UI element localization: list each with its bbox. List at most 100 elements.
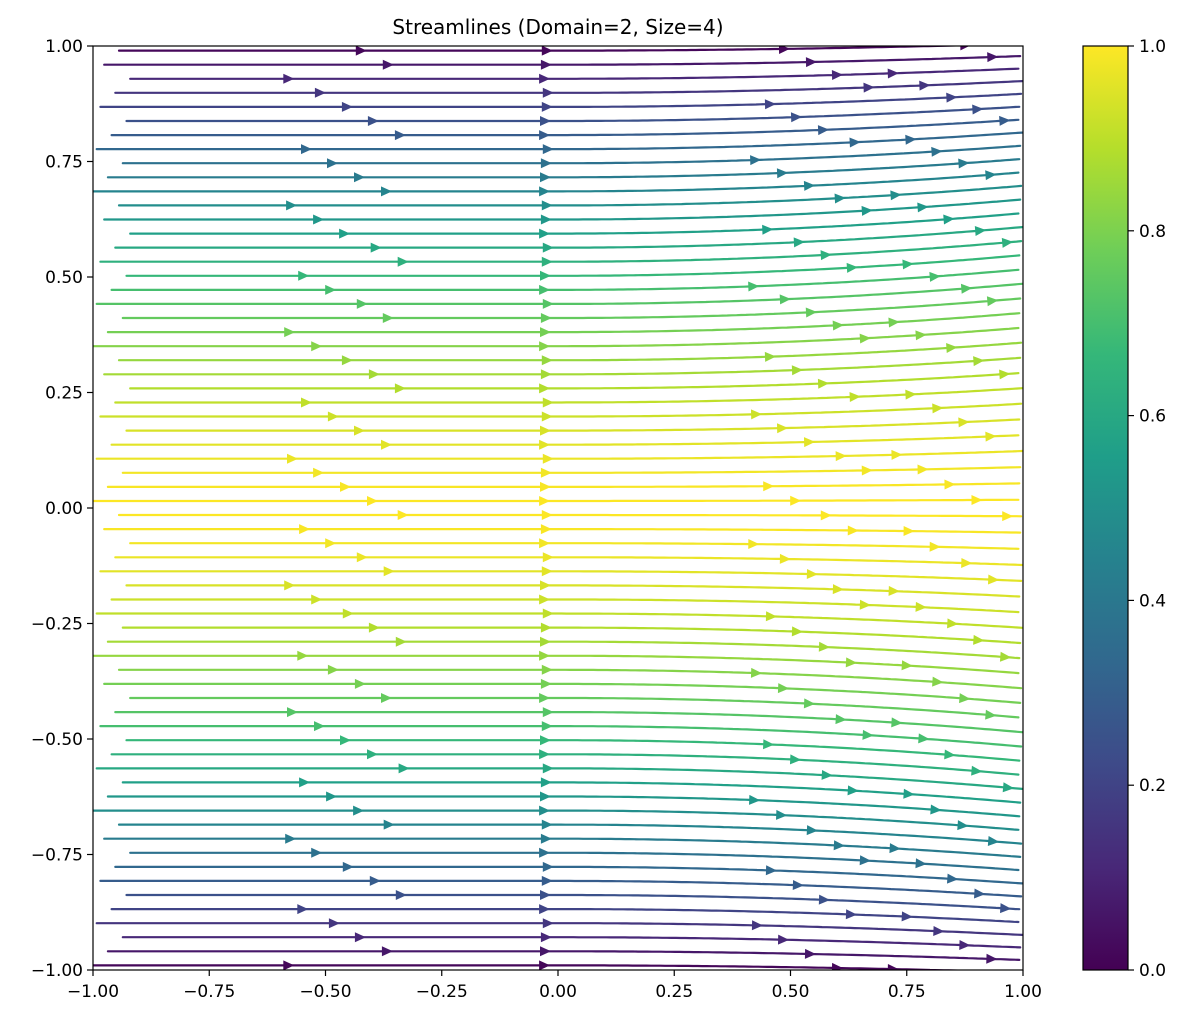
x-axis: −1.00 −0.75 −0.50 −0.25 0.00 0.25 0.50 0.75 1.00 — [67, 970, 1042, 1002]
stream-arrow — [833, 840, 845, 851]
plot-frame — [92, 45, 1024, 971]
stream-arrow — [540, 524, 552, 535]
stream-arrow — [354, 678, 366, 689]
stream-arrow — [803, 437, 816, 448]
stream-arrow — [397, 256, 409, 267]
stream-arrow — [541, 875, 553, 886]
stream-arrow — [932, 403, 944, 414]
stream-arrow — [750, 667, 763, 678]
streamline — [117, 46, 975, 52]
stream-arrow — [792, 880, 804, 891]
stream-arrow — [960, 46, 972, 51]
stream-arrow — [311, 341, 323, 352]
stream-arrow — [540, 172, 551, 183]
stream-arrow — [905, 134, 917, 145]
stream-arrow — [986, 953, 998, 964]
stream-arrow — [890, 190, 902, 201]
stream-arrow — [765, 611, 777, 622]
stream-arrow — [311, 594, 323, 605]
stream-arrow — [539, 73, 551, 84]
streamline — [114, 865, 1023, 885]
streamline — [114, 556, 1023, 567]
stream-arrow — [929, 541, 941, 552]
stream-arrow — [887, 963, 899, 970]
stream-arrow — [541, 46, 553, 56]
stream-arrow — [973, 356, 985, 367]
stream-arrow — [972, 104, 984, 115]
stream-arrow — [541, 664, 553, 675]
streamline — [99, 879, 1023, 898]
colorbar — [1082, 45, 1129, 971]
stream-arrow — [778, 46, 790, 54]
stream-arrow — [987, 836, 1000, 847]
streamline — [110, 753, 1020, 776]
stream-arrow — [542, 144, 554, 155]
stream-arrow — [958, 417, 970, 428]
y-tick-label: 0.00 — [45, 499, 83, 519]
stream-arrow — [889, 843, 901, 854]
stream-arrow — [398, 763, 410, 774]
streamline — [117, 184, 1023, 207]
stream-arrow — [340, 735, 351, 746]
stream-arrow — [540, 777, 552, 788]
streamline — [93, 498, 1020, 503]
stream-arrow — [750, 409, 763, 420]
streamline — [117, 823, 1023, 845]
streamline — [103, 528, 1022, 534]
stream-arrow — [917, 202, 929, 213]
stream-arrow — [540, 678, 552, 689]
stream-arrow — [540, 158, 552, 169]
stream-arrow — [763, 481, 775, 492]
stream-arrow — [355, 46, 367, 56]
stream-arrow — [862, 729, 874, 740]
stream-arrow — [846, 262, 858, 273]
stream-arrow — [999, 651, 1012, 662]
stream-arrow — [539, 960, 551, 970]
y-tick-label: −0.25 — [31, 615, 83, 635]
stream-arrow — [803, 698, 816, 709]
stream-arrow — [542, 918, 554, 929]
stream-arrow — [929, 271, 941, 282]
x-tick-label: 0.25 — [655, 982, 693, 1002]
stream-arrow — [791, 626, 803, 637]
streamline — [106, 158, 1021, 179]
stream-arrow — [986, 296, 999, 307]
stream-arrow — [381, 693, 392, 703]
stream-arrows-layer — [283, 46, 1015, 970]
stream-arrow — [341, 355, 353, 366]
colorbar-tick-label: 0.4 — [1139, 591, 1166, 611]
stream-arrow — [974, 226, 987, 236]
x-tick-label: −0.75 — [183, 982, 235, 1002]
stream-arrow — [540, 833, 552, 844]
stream-arrow — [541, 200, 553, 211]
streamline — [117, 341, 1023, 362]
stream-arrow — [539, 847, 551, 858]
stream-arrow — [834, 193, 846, 204]
stream-arrow — [542, 242, 554, 253]
stream-arrow — [777, 683, 790, 694]
streamline — [103, 55, 1022, 66]
stream-arrow — [542, 861, 554, 872]
streamline — [129, 67, 1020, 80]
stream-arrow — [971, 765, 983, 776]
y-tick-label: 1.00 — [45, 37, 83, 57]
stream-arrow — [284, 580, 296, 591]
x-tick-label: −1.00 — [67, 982, 119, 1002]
streamline — [110, 118, 1020, 137]
streamline — [106, 950, 1021, 961]
stream-arrow — [805, 57, 817, 68]
stream-arrow — [1002, 782, 1015, 793]
stream-arrow — [370, 242, 382, 253]
streamline — [114, 226, 1023, 249]
stream-arrow — [340, 481, 351, 492]
streamline — [95, 449, 1023, 460]
stream-arrow — [325, 284, 337, 295]
stream-arrow — [915, 858, 927, 869]
stream-arrow — [539, 538, 551, 549]
stream-arrow — [394, 130, 406, 141]
stream-arrow — [539, 383, 551, 394]
x-tick-label: 0.75 — [888, 982, 926, 1002]
stream-arrow — [861, 465, 873, 476]
stream-arrow — [327, 664, 339, 675]
